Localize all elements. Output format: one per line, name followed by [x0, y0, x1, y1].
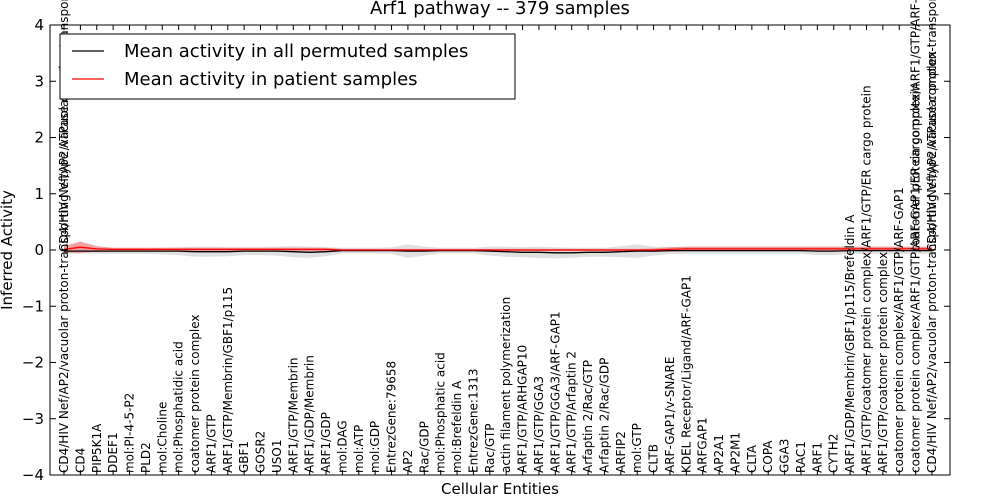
y-tick-label: −2	[22, 354, 44, 372]
x-tick-label: ARF1/GTP/coatomer protein complex	[876, 252, 890, 473]
x-tick-label: CD4/HIV Nef/AP2/vacuolar proton-transpor…	[925, 51, 939, 473]
x-tick-label: RAC1	[794, 441, 808, 473]
x-tick-label: ARF1/GTP/ARHGAP10	[516, 345, 530, 473]
x-tick-label: mol:Phosphatidic acid	[172, 341, 186, 473]
x-tick-label: ARF1	[810, 442, 824, 473]
x-tick-label: Arfaptin 2/Rac/GTP	[581, 360, 595, 473]
x-tick-label: mol:GDP	[368, 421, 382, 473]
legend: Mean activity in all permuted samples Me…	[59, 33, 516, 100]
top-tick-label: coatomer protein complex/ARF1/GTP/ARF-GA…	[909, 0, 923, 252]
legend-label-permuted: Mean activity in all permuted samples	[124, 41, 468, 62]
legend-box	[59, 33, 516, 100]
x-tick-label: CD4/HIV Nef/AP2/vacuolar proton-transpor…	[57, 51, 71, 473]
x-tick-label: GGA3	[778, 439, 792, 473]
x-tick-label: ARFIP2	[614, 431, 628, 473]
y-tick-label: −1	[22, 297, 44, 315]
x-tick-label: mol:ATP	[352, 425, 366, 473]
x-tick-labels: CD4/HIV Nef/AP2/vacuolar proton-transpor…	[57, 25, 939, 475]
x-tick-label: CYTH2	[827, 434, 841, 474]
x-axis-label: Cellular Entities	[441, 480, 559, 498]
x-tick-label: PLD2	[139, 442, 153, 473]
x-tick-label: ARF1/GDP/Membrin/GBF1/p115/Brefeldin A	[843, 214, 857, 473]
y-axis-label: Inferred Activity	[0, 190, 16, 310]
x-tick-label: PIP5K1A	[90, 423, 104, 473]
x-tick-label: Arfaptin 2/Rac/GDP	[597, 358, 611, 473]
x-tick-label: mol:Phosphatic acid	[434, 352, 448, 473]
y-tick-label: −4	[22, 466, 44, 484]
x-tick-label: ARF1/GDP	[319, 412, 333, 473]
x-tick-label: mol:DAG	[335, 420, 349, 473]
x-tick-label: KDEL Receptor/Ligand/ARF-GAP1	[679, 275, 693, 473]
legend-label-patient: Mean activity in patient samples	[124, 69, 418, 90]
y-tick-label: 3	[34, 72, 44, 90]
series-lines	[63, 246, 932, 254]
x-tick-label: mol:Choline	[155, 402, 169, 473]
x-tick-label: CLTB	[647, 444, 661, 473]
x-tick-label: coatomer protein complex	[188, 315, 202, 473]
x-tick-label: Rac/GTP	[483, 423, 497, 473]
x-tick-label: COPA	[761, 440, 775, 473]
x-tick-label: EntrezGene:79658	[385, 361, 399, 473]
y-tick-label: 2	[34, 129, 44, 147]
x-tick-label: CLTA	[745, 444, 759, 473]
y-tick-label: 4	[34, 16, 44, 34]
x-tick-label: ARF1/GDP/Membrin	[303, 355, 317, 473]
x-tick-label: CD4	[73, 448, 87, 473]
x-tick-label: actin filament polymerization	[499, 297, 513, 473]
x-tick-label: ARF1/GTP/GGA3	[532, 376, 546, 473]
x-tick-label: DDEF1	[106, 432, 120, 473]
x-tick-label: ARF1/GTP/Membrin	[286, 357, 300, 473]
x-tick-label: ARF1/GTP/GGA3/ARF-GAP1	[548, 311, 562, 473]
x-tick-label: ARF1/GTP/Membrin/GBF1/p115	[221, 287, 235, 473]
x-tick-label: ARF-GAP1/v-SNARE	[663, 357, 677, 473]
x-tick-label: Rac/GDP	[417, 421, 431, 473]
x-tick-label: GBF1	[237, 441, 251, 473]
x-tick-label: ARF1/GTP/coatomer protein complex/ARF1/G…	[859, 85, 873, 473]
x-tick-label: GOSR2	[254, 431, 268, 473]
y-axis: −4 −3 −2 −1 0 1 2 3 4	[22, 16, 950, 484]
top-tick-label: CD4/HIV Nef/AP2/vacuolar proton-transpor…	[925, 0, 939, 252]
series-line-permuted	[64, 249, 932, 254]
x-tick-label: ARF1/GTP/Arfaptin 2	[565, 351, 579, 473]
x-tick-label: USO1	[270, 440, 284, 473]
y-tick-label: −3	[22, 410, 44, 428]
x-tick-label: mol:PI-4-5-P2	[123, 393, 137, 473]
y-tick-label: 0	[34, 241, 44, 259]
x-tick-label: ARF1/GTP	[204, 414, 218, 473]
x-tick-label: coatomer protein complex/ARF1/GTP/ARF-GA…	[892, 187, 906, 473]
x-tick-label: mol:Brefeldin A	[450, 380, 464, 473]
x-tick-label: coatomer protein complex/ARF1/GTP/ARF-GA…	[909, 83, 923, 473]
x-tick-label: ARFGAP1	[696, 417, 710, 473]
series-line-patient	[63, 246, 932, 251]
chart-title: Arf1 pathway -- 379 samples	[370, 0, 630, 19]
x-tick-label: AP2	[401, 450, 415, 473]
y-tick-label: 1	[34, 185, 44, 203]
x-tick-label: AP2M1	[728, 432, 742, 473]
x-tick-label: AP2A1	[712, 434, 726, 473]
x-tick-label: EntrezGene:1313	[466, 369, 480, 474]
x-tick-label: mol:GTP	[630, 423, 644, 473]
